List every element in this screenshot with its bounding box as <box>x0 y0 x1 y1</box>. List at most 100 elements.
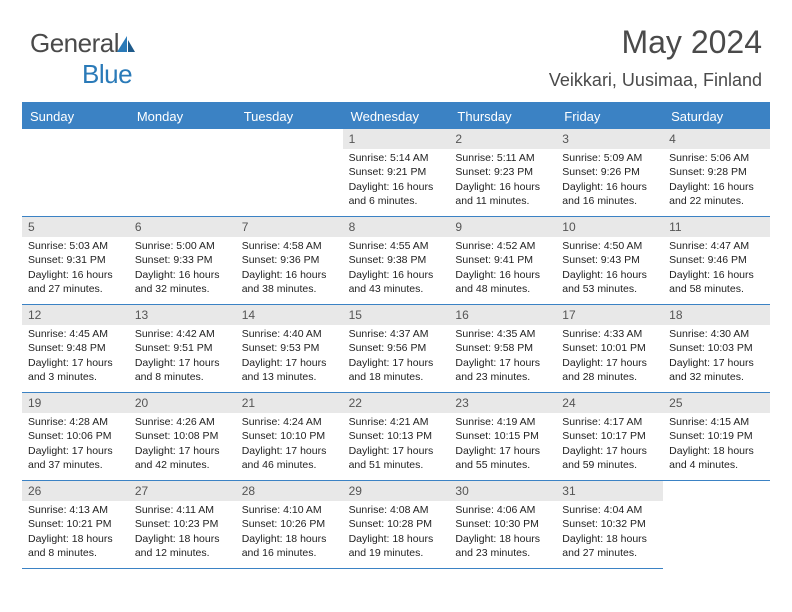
weekday-header: Wednesday <box>343 104 450 129</box>
day-details: Sunrise: 4:40 AMSunset: 9:53 PMDaylight:… <box>236 327 343 388</box>
weekday-header: Monday <box>129 104 236 129</box>
day-details: Sunrise: 4:33 AMSunset: 10:01 PMDaylight… <box>556 327 663 388</box>
day-number: 17 <box>556 305 663 325</box>
day-details: Sunrise: 5:03 AMSunset: 9:31 PMDaylight:… <box>22 239 129 300</box>
day-number: 9 <box>449 217 556 237</box>
calendar-cell: 5Sunrise: 5:03 AMSunset: 9:31 PMDaylight… <box>22 217 129 305</box>
calendar-grid: 1Sunrise: 5:14 AMSunset: 9:21 PMDaylight… <box>22 129 770 569</box>
calendar-cell: 17Sunrise: 4:33 AMSunset: 10:01 PMDaylig… <box>556 305 663 393</box>
brand-logo: General Blue <box>30 28 137 90</box>
calendar-cell: 11Sunrise: 4:47 AMSunset: 9:46 PMDayligh… <box>663 217 770 305</box>
day-number: 2 <box>449 129 556 149</box>
day-number: 19 <box>22 393 129 413</box>
calendar-cell: 31Sunrise: 4:04 AMSunset: 10:32 PMDaylig… <box>556 481 663 569</box>
day-details: Sunrise: 4:35 AMSunset: 9:58 PMDaylight:… <box>449 327 556 388</box>
calendar: SundayMondayTuesdayWednesdayThursdayFrid… <box>22 102 770 569</box>
day-details: Sunrise: 4:42 AMSunset: 9:51 PMDaylight:… <box>129 327 236 388</box>
brand-part2: Blue <box>82 59 132 90</box>
day-details: Sunrise: 4:45 AMSunset: 9:48 PMDaylight:… <box>22 327 129 388</box>
day-details: Sunrise: 5:06 AMSunset: 9:28 PMDaylight:… <box>663 151 770 212</box>
day-number: 20 <box>129 393 236 413</box>
day-number: 31 <box>556 481 663 501</box>
weekday-header: Saturday <box>663 104 770 129</box>
calendar-cell: 3Sunrise: 5:09 AMSunset: 9:26 PMDaylight… <box>556 129 663 217</box>
day-details: Sunrise: 4:58 AMSunset: 9:36 PMDaylight:… <box>236 239 343 300</box>
calendar-cell: 24Sunrise: 4:17 AMSunset: 10:17 PMDaylig… <box>556 393 663 481</box>
calendar-cell: 30Sunrise: 4:06 AMSunset: 10:30 PMDaylig… <box>449 481 556 569</box>
calendar-cell: 10Sunrise: 4:50 AMSunset: 9:43 PMDayligh… <box>556 217 663 305</box>
day-details: Sunrise: 4:08 AMSunset: 10:28 PMDaylight… <box>343 503 450 564</box>
calendar-cell-empty <box>236 129 343 217</box>
calendar-cell: 7Sunrise: 4:58 AMSunset: 9:36 PMDaylight… <box>236 217 343 305</box>
day-details: Sunrise: 4:28 AMSunset: 10:06 PMDaylight… <box>22 415 129 476</box>
calendar-cell-empty <box>22 129 129 217</box>
weekday-header: Tuesday <box>236 104 343 129</box>
sail-icon <box>115 34 137 54</box>
day-details: Sunrise: 4:17 AMSunset: 10:17 PMDaylight… <box>556 415 663 476</box>
calendar-cell: 26Sunrise: 4:13 AMSunset: 10:21 PMDaylig… <box>22 481 129 569</box>
day-details: Sunrise: 4:37 AMSunset: 9:56 PMDaylight:… <box>343 327 450 388</box>
calendar-cell: 22Sunrise: 4:21 AMSunset: 10:13 PMDaylig… <box>343 393 450 481</box>
calendar-cell: 8Sunrise: 4:55 AMSunset: 9:38 PMDaylight… <box>343 217 450 305</box>
calendar-cell: 6Sunrise: 5:00 AMSunset: 9:33 PMDaylight… <box>129 217 236 305</box>
day-number: 29 <box>343 481 450 501</box>
day-number: 24 <box>556 393 663 413</box>
day-number: 15 <box>343 305 450 325</box>
day-number: 21 <box>236 393 343 413</box>
day-details: Sunrise: 4:11 AMSunset: 10:23 PMDaylight… <box>129 503 236 564</box>
day-number: 11 <box>663 217 770 237</box>
day-number: 7 <box>236 217 343 237</box>
weekday-header-row: SundayMondayTuesdayWednesdayThursdayFrid… <box>22 104 770 129</box>
day-number: 10 <box>556 217 663 237</box>
calendar-cell: 21Sunrise: 4:24 AMSunset: 10:10 PMDaylig… <box>236 393 343 481</box>
day-number: 12 <box>22 305 129 325</box>
day-number: 4 <box>663 129 770 149</box>
calendar-cell: 28Sunrise: 4:10 AMSunset: 10:26 PMDaylig… <box>236 481 343 569</box>
calendar-cell: 25Sunrise: 4:15 AMSunset: 10:19 PMDaylig… <box>663 393 770 481</box>
day-number: 16 <box>449 305 556 325</box>
day-number: 3 <box>556 129 663 149</box>
calendar-cell: 27Sunrise: 4:11 AMSunset: 10:23 PMDaylig… <box>129 481 236 569</box>
day-details: Sunrise: 4:47 AMSunset: 9:46 PMDaylight:… <box>663 239 770 300</box>
day-number: 5 <box>22 217 129 237</box>
calendar-cell: 23Sunrise: 4:19 AMSunset: 10:15 PMDaylig… <box>449 393 556 481</box>
calendar-cell: 29Sunrise: 4:08 AMSunset: 10:28 PMDaylig… <box>343 481 450 569</box>
day-number: 26 <box>22 481 129 501</box>
calendar-cell: 13Sunrise: 4:42 AMSunset: 9:51 PMDayligh… <box>129 305 236 393</box>
calendar-cell: 18Sunrise: 4:30 AMSunset: 10:03 PMDaylig… <box>663 305 770 393</box>
day-details: Sunrise: 5:00 AMSunset: 9:33 PMDaylight:… <box>129 239 236 300</box>
weekday-header: Sunday <box>22 104 129 129</box>
day-number: 6 <box>129 217 236 237</box>
calendar-cell: 16Sunrise: 4:35 AMSunset: 9:58 PMDayligh… <box>449 305 556 393</box>
day-details: Sunrise: 5:09 AMSunset: 9:26 PMDaylight:… <box>556 151 663 212</box>
brand-part1: General <box>30 28 119 58</box>
day-details: Sunrise: 4:19 AMSunset: 10:15 PMDaylight… <box>449 415 556 476</box>
calendar-cell: 15Sunrise: 4:37 AMSunset: 9:56 PMDayligh… <box>343 305 450 393</box>
day-details: Sunrise: 4:52 AMSunset: 9:41 PMDaylight:… <box>449 239 556 300</box>
day-number: 23 <box>449 393 556 413</box>
page-title: May 2024 <box>621 24 762 61</box>
calendar-cell: 14Sunrise: 4:40 AMSunset: 9:53 PMDayligh… <box>236 305 343 393</box>
day-number: 25 <box>663 393 770 413</box>
day-number: 13 <box>129 305 236 325</box>
day-details: Sunrise: 5:11 AMSunset: 9:23 PMDaylight:… <box>449 151 556 212</box>
weekday-header: Thursday <box>449 104 556 129</box>
day-number: 18 <box>663 305 770 325</box>
calendar-cell: 4Sunrise: 5:06 AMSunset: 9:28 PMDaylight… <box>663 129 770 217</box>
day-number: 1 <box>343 129 450 149</box>
day-details: Sunrise: 4:24 AMSunset: 10:10 PMDaylight… <box>236 415 343 476</box>
calendar-cell: 1Sunrise: 5:14 AMSunset: 9:21 PMDaylight… <box>343 129 450 217</box>
day-number: 30 <box>449 481 556 501</box>
calendar-cell-empty <box>129 129 236 217</box>
day-details: Sunrise: 4:26 AMSunset: 10:08 PMDaylight… <box>129 415 236 476</box>
calendar-cell: 12Sunrise: 4:45 AMSunset: 9:48 PMDayligh… <box>22 305 129 393</box>
day-details: Sunrise: 4:55 AMSunset: 9:38 PMDaylight:… <box>343 239 450 300</box>
day-details: Sunrise: 4:04 AMSunset: 10:32 PMDaylight… <box>556 503 663 564</box>
location-text: Veikkari, Uusimaa, Finland <box>549 70 762 91</box>
calendar-cell: 9Sunrise: 4:52 AMSunset: 9:41 PMDaylight… <box>449 217 556 305</box>
day-number: 28 <box>236 481 343 501</box>
day-details: Sunrise: 4:30 AMSunset: 10:03 PMDaylight… <box>663 327 770 388</box>
day-details: Sunrise: 4:15 AMSunset: 10:19 PMDaylight… <box>663 415 770 476</box>
day-details: Sunrise: 5:14 AMSunset: 9:21 PMDaylight:… <box>343 151 450 212</box>
day-details: Sunrise: 4:21 AMSunset: 10:13 PMDaylight… <box>343 415 450 476</box>
